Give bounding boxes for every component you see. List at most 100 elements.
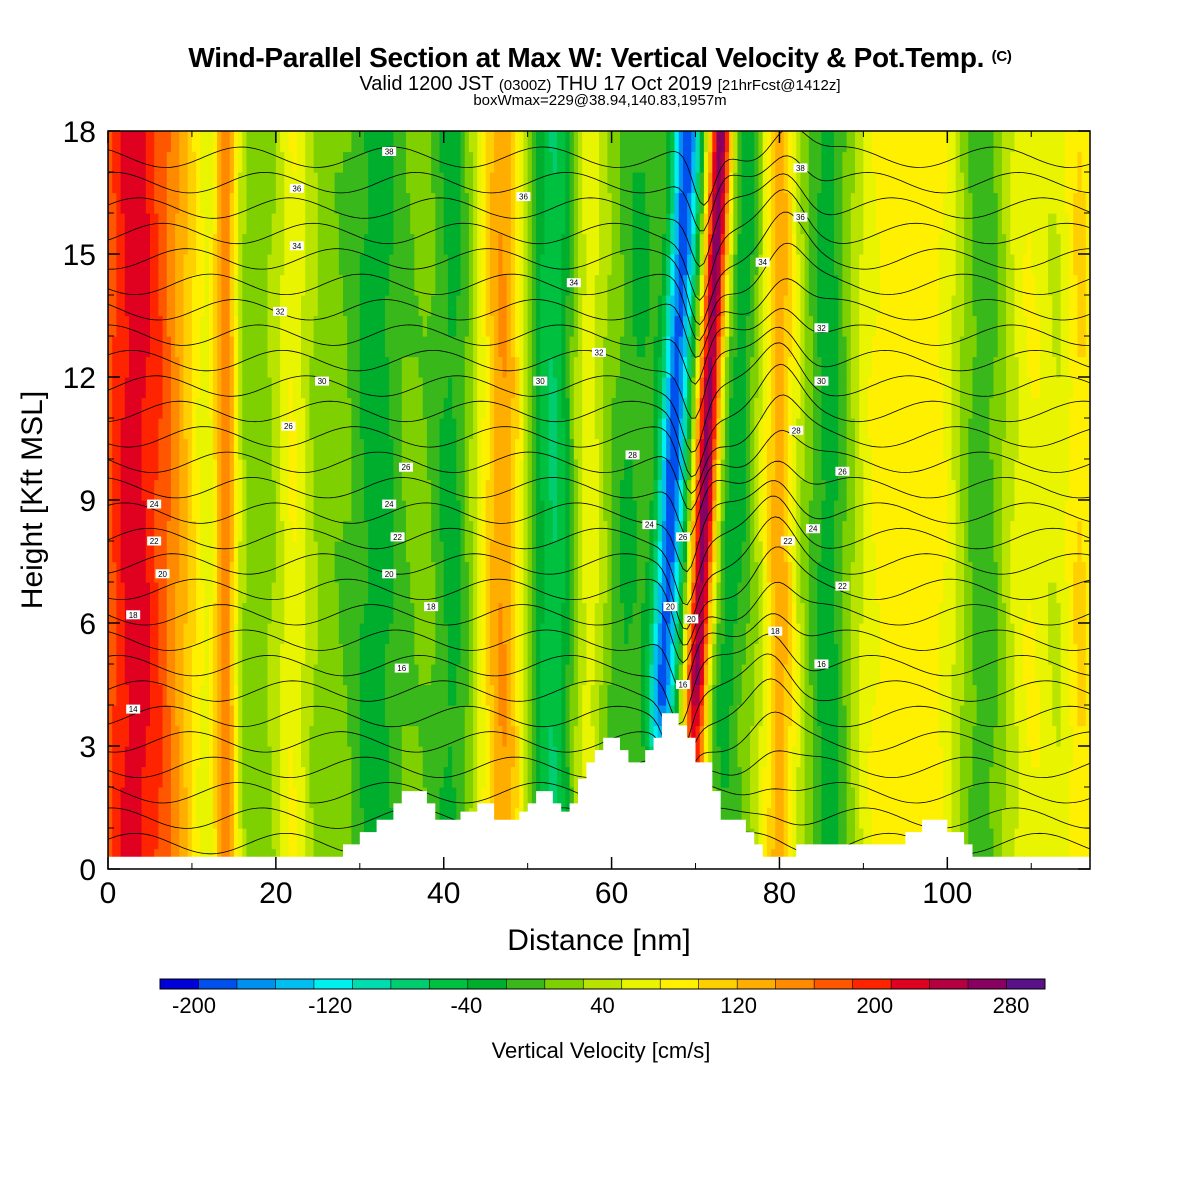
velocity-cell (510, 705, 516, 727)
velocity-cell (716, 377, 722, 399)
velocity-cell (594, 602, 604, 624)
velocity-cell (418, 295, 432, 317)
velocity-cell (775, 438, 785, 460)
velocity-cell (594, 643, 604, 665)
velocity-cell (766, 336, 772, 358)
velocity-cell (242, 602, 273, 624)
velocity-cell (968, 459, 995, 481)
velocity-cell (964, 213, 974, 235)
velocity-cell (242, 787, 273, 809)
velocity-cell (351, 787, 361, 809)
velocity-cell (712, 295, 718, 317)
velocity-cell (175, 336, 185, 358)
velocity-cell (754, 151, 760, 173)
velocity-cell (313, 500, 353, 522)
velocity-cell (792, 377, 802, 399)
velocity-cell (473, 151, 478, 173)
velocity-cell (1069, 274, 1079, 296)
colorbar-swatch (698, 979, 738, 989)
velocity-cell (863, 602, 881, 624)
velocity-cell (1077, 172, 1083, 194)
velocity-cell (494, 479, 512, 501)
velocity-cell (762, 541, 768, 563)
velocity-cell (275, 541, 285, 563)
velocity-cell (166, 664, 176, 686)
colorbar-swatch (891, 979, 931, 989)
velocity-cell (238, 233, 243, 255)
velocity-cell (750, 459, 755, 481)
velocity-cell (489, 623, 499, 645)
velocity-cell (573, 254, 579, 276)
velocity-cell (607, 520, 613, 542)
velocity-cell (447, 664, 457, 686)
velocity-cell (1077, 664, 1087, 686)
velocity-cell (212, 254, 218, 276)
velocity-cell (729, 746, 739, 768)
velocity-cell (166, 684, 176, 706)
velocity-cell (834, 151, 844, 173)
velocity-cell (233, 664, 239, 686)
velocity-cell (871, 459, 948, 481)
velocity-cell (494, 520, 512, 542)
velocity-cell (754, 459, 760, 481)
velocity-cell (674, 623, 680, 645)
velocity-cell (766, 520, 772, 542)
velocity-cell (670, 315, 676, 337)
velocity-cell (951, 787, 961, 809)
velocity-cell (670, 254, 676, 276)
velocity-cell (238, 315, 243, 337)
velocity-cell (187, 213, 197, 235)
velocity-cell (149, 315, 164, 337)
velocity-cell (280, 725, 302, 747)
velocity-cell (691, 131, 697, 153)
velocity-cell (221, 520, 231, 542)
velocity-cell (242, 438, 273, 460)
velocity-cell (200, 192, 214, 214)
velocity-cell (670, 397, 680, 419)
velocity-cell (582, 418, 596, 440)
velocity-cell (754, 541, 764, 563)
velocity-cell (166, 541, 180, 563)
velocity-cell (649, 684, 655, 706)
velocity-cell (229, 274, 235, 296)
velocity-cell (766, 295, 772, 317)
velocity-cell (850, 295, 860, 317)
velocity-cell (565, 725, 571, 747)
velocity-cell (221, 725, 231, 747)
velocity-cell (280, 643, 306, 665)
velocity-cell (246, 131, 277, 153)
velocity-cell (708, 192, 713, 214)
velocity-cell (720, 274, 726, 296)
contour-label-text: 34 (758, 258, 767, 267)
velocity-cell (200, 356, 210, 378)
velocity-cell (720, 295, 726, 317)
velocity-cell (460, 233, 470, 255)
velocity-cell (561, 705, 567, 727)
velocity-cell (1085, 192, 1090, 214)
velocity-cell (431, 151, 441, 173)
velocity-cell (485, 746, 491, 768)
velocity-cell (573, 479, 579, 501)
velocity-cell (523, 766, 529, 788)
velocity-cell (565, 705, 571, 727)
velocity-cell (645, 664, 650, 686)
velocity-cell (523, 151, 529, 173)
velocity-cell (699, 725, 705, 747)
velocity-cell (212, 213, 218, 235)
velocity-cell (687, 315, 692, 337)
velocity-cell (271, 459, 281, 481)
velocity-cell (863, 131, 873, 153)
velocity-cell (712, 438, 718, 460)
velocity-cell (808, 664, 818, 686)
velocity-cell (754, 438, 760, 460)
velocity-cell (724, 520, 747, 542)
velocity-cell (242, 520, 248, 542)
velocity-cell (351, 766, 361, 788)
velocity-cell (943, 561, 957, 583)
velocity-cell (653, 418, 659, 440)
velocity-cell (741, 151, 755, 173)
contour-label-bg (147, 499, 162, 509)
velocity-cell (968, 438, 990, 460)
velocity-cell (540, 623, 562, 645)
velocity-cell (775, 602, 789, 624)
